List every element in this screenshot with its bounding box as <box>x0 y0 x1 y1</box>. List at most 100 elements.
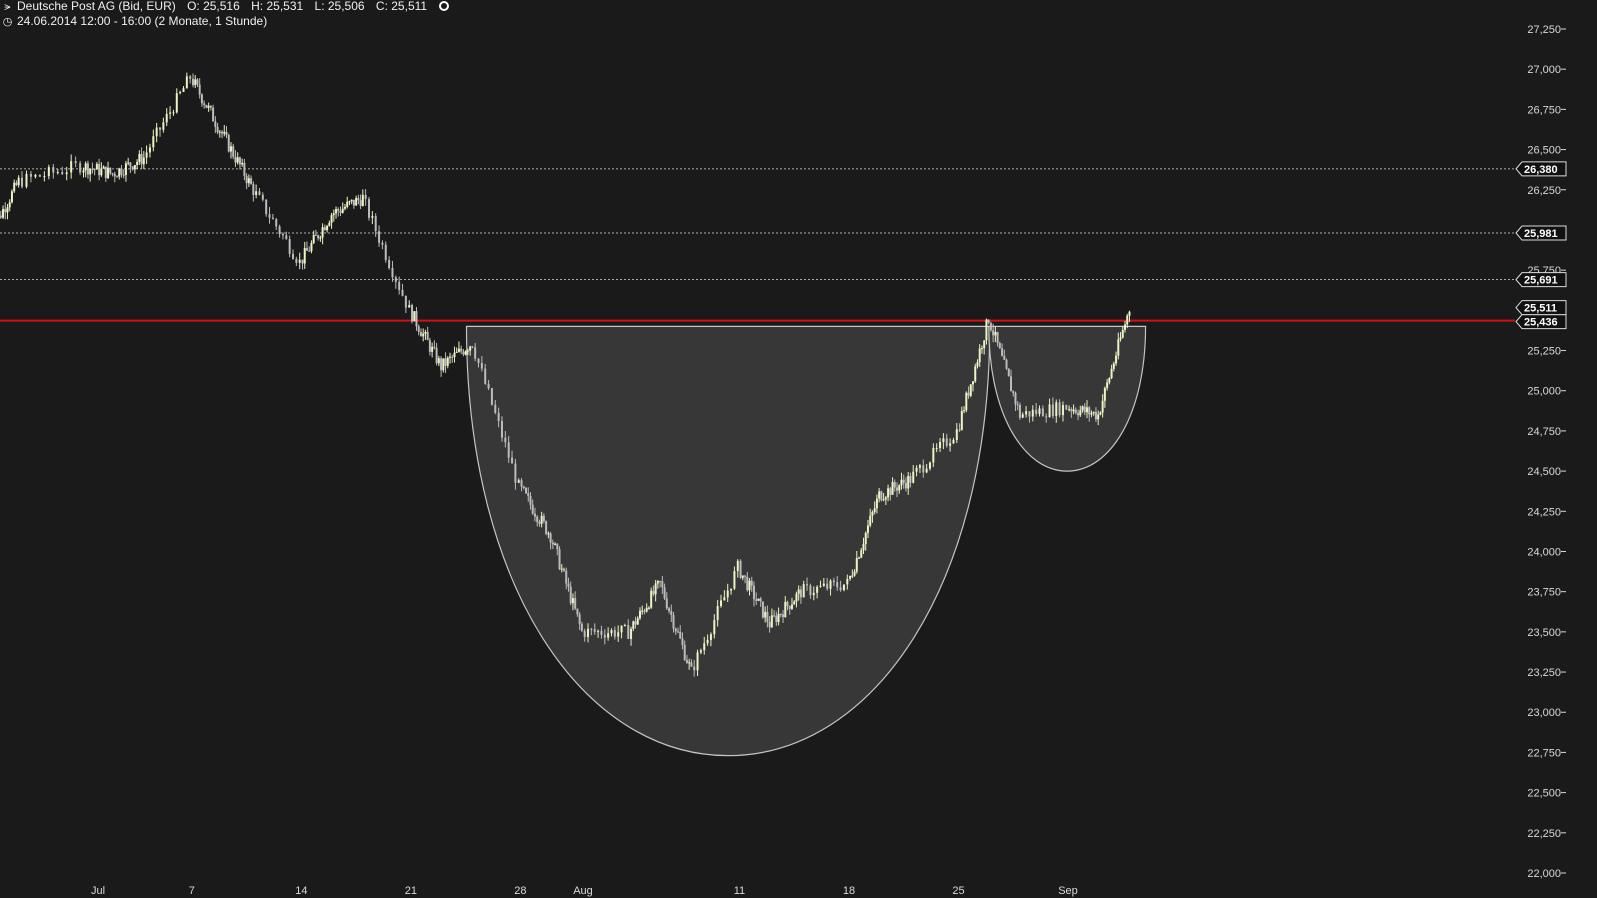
candle-body <box>419 331 422 337</box>
candle-body <box>449 356 452 358</box>
candle-body <box>569 586 572 604</box>
candle <box>84 161 87 178</box>
candle-body <box>21 177 24 187</box>
candle <box>265 199 268 217</box>
candle <box>790 597 793 610</box>
candle-body <box>978 348 981 363</box>
y-tick-label: 27,000 <box>1527 64 1561 76</box>
candle <box>308 246 311 252</box>
candle-body <box>980 348 983 350</box>
candle-body <box>593 629 596 632</box>
candle <box>122 169 125 179</box>
candle <box>620 625 623 639</box>
candle <box>709 632 712 647</box>
candle <box>234 150 237 168</box>
settings-icon[interactable] <box>439 1 450 11</box>
candle <box>974 363 977 383</box>
candle <box>942 433 945 450</box>
candle-body <box>567 583 570 587</box>
y-tick-label: 23,750 <box>1527 587 1561 599</box>
candle <box>670 604 673 622</box>
candle <box>223 125 226 137</box>
candle-body <box>364 194 367 200</box>
candle <box>196 78 199 87</box>
candle-body <box>2 208 5 218</box>
candle-body <box>784 601 787 618</box>
candle-body <box>474 347 477 359</box>
candle <box>133 164 136 174</box>
candle <box>462 348 465 357</box>
candle <box>829 579 832 596</box>
candle-body <box>706 639 709 644</box>
candle <box>514 458 517 490</box>
candle-body <box>893 482 896 488</box>
candle <box>250 175 253 185</box>
candle-body <box>699 650 702 653</box>
candle <box>1099 411 1102 416</box>
candle <box>218 130 221 138</box>
candle <box>770 608 773 628</box>
candle-body <box>869 515 872 526</box>
candle <box>236 152 239 165</box>
candle <box>494 400 497 415</box>
candle <box>878 487 881 503</box>
candle-body <box>104 166 107 179</box>
candlestick-series <box>0 72 1131 677</box>
candle-body <box>750 580 753 586</box>
candle-body <box>29 173 32 177</box>
candle <box>822 578 825 587</box>
candle-body <box>295 258 298 263</box>
candle-body <box>849 576 852 579</box>
candle-body <box>74 161 77 164</box>
candle-body <box>965 392 968 411</box>
candle <box>998 341 1001 349</box>
candle <box>1094 407 1097 422</box>
candle <box>155 122 158 143</box>
cup-and-handle-pattern <box>465 325 1147 757</box>
candle <box>746 571 749 592</box>
candle-body <box>169 112 172 114</box>
candle <box>683 640 686 661</box>
candle <box>1128 310 1131 323</box>
candle-body <box>623 624 626 626</box>
candle-body <box>38 174 41 177</box>
candle <box>247 174 250 187</box>
clock-icon[interactable]: ◷ <box>2 16 13 28</box>
candle-body <box>1007 368 1010 377</box>
candle-body <box>832 580 835 583</box>
candle-body <box>674 628 677 632</box>
candle-body <box>335 209 338 214</box>
candle <box>891 477 894 495</box>
candle-body <box>812 592 815 596</box>
candle-body <box>668 608 671 612</box>
candle <box>115 175 118 178</box>
candle <box>258 188 261 196</box>
candle-body <box>672 615 675 629</box>
candle-body <box>1058 402 1061 416</box>
candle <box>152 129 155 152</box>
candle-body <box>676 631 679 633</box>
candle-body <box>983 340 986 349</box>
candle <box>812 586 815 601</box>
candle <box>25 170 28 189</box>
candle <box>189 74 192 84</box>
candle <box>381 240 384 250</box>
candle-body <box>265 199 268 215</box>
candle <box>904 477 907 492</box>
candle-body <box>790 604 793 609</box>
candle <box>142 151 145 170</box>
candle-body <box>179 91 182 94</box>
candle-body <box>741 575 744 578</box>
candle <box>484 363 487 385</box>
candle-body <box>497 412 500 421</box>
candle <box>61 166 64 176</box>
candle <box>571 593 574 611</box>
candle-body <box>191 78 194 86</box>
candle-body <box>887 488 890 498</box>
candle-body <box>308 250 311 252</box>
candle-body <box>182 88 185 92</box>
candle <box>576 608 579 617</box>
candle-chart-icon[interactable]: ⪫ <box>4 1 11 13</box>
candle <box>909 472 912 488</box>
candle-body <box>480 363 483 369</box>
